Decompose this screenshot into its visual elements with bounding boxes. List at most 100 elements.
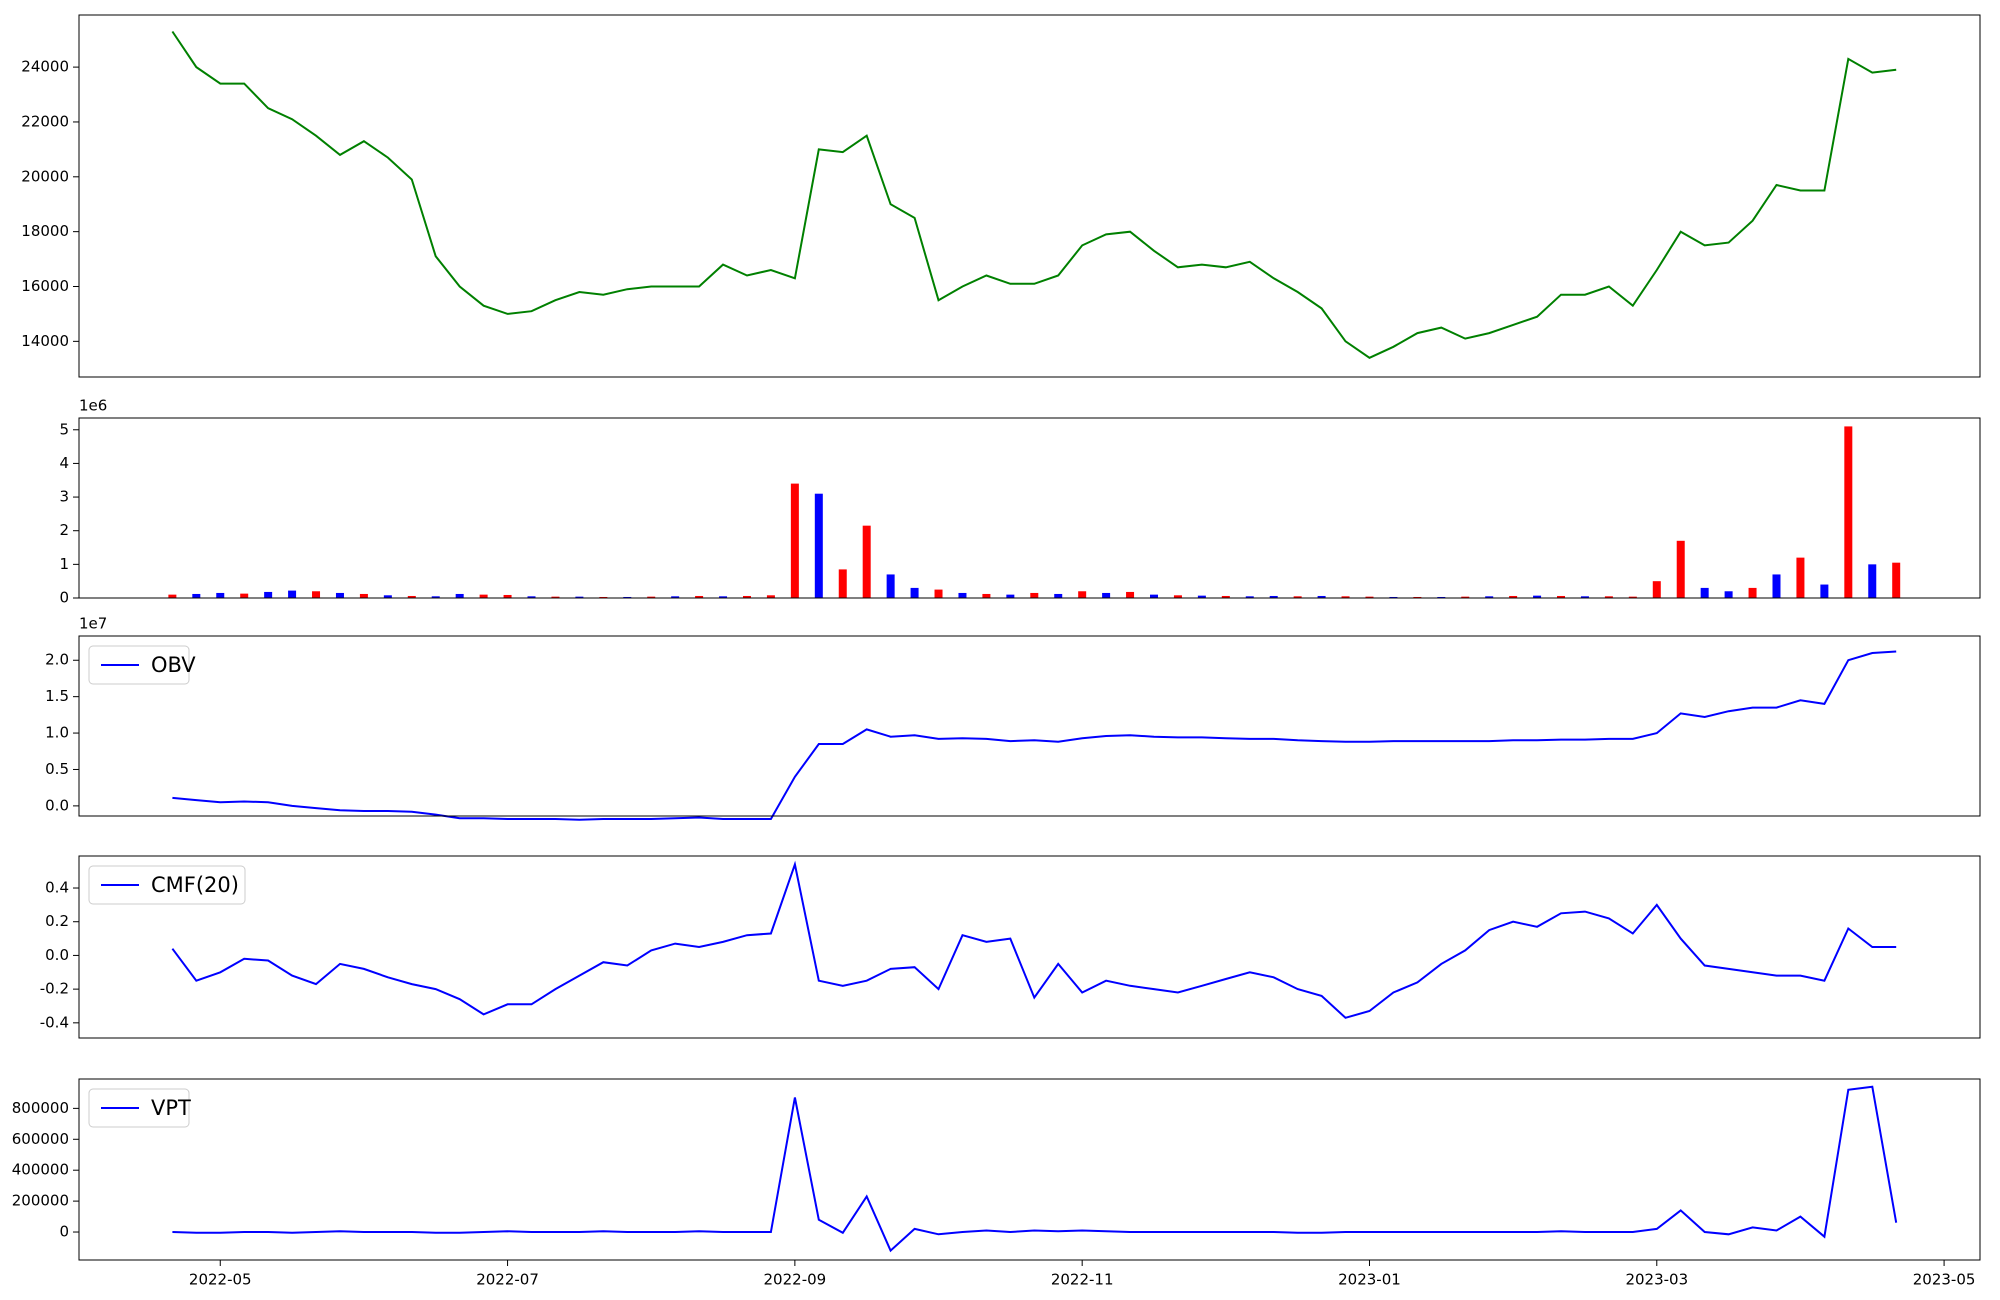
y-tick-label: 18000 [21, 222, 69, 240]
volume-bar [1748, 587, 1757, 598]
y-tick-label: 1 [59, 555, 69, 573]
volume-bar [431, 596, 440, 598]
volume-bar [1580, 596, 1589, 598]
y-tick-label: 800000 [12, 1099, 69, 1117]
volume-bar [216, 592, 225, 598]
volume-bar [503, 594, 512, 598]
axes-frame [78, 1078, 1981, 1261]
volume-bar [1078, 591, 1087, 598]
y-tick-label: 1.0 [45, 724, 69, 742]
volume-bar [623, 596, 632, 598]
offset-label: 1e6 [79, 397, 107, 415]
volume-bar [1892, 562, 1901, 598]
volume-bar [192, 593, 201, 598]
volume-bar [1365, 596, 1374, 598]
volume-bar [455, 593, 464, 598]
y-tick-label: 0.0 [45, 796, 69, 814]
y-tick-label: 0 [59, 589, 69, 607]
x-tick-label: 2022-07 [476, 1271, 539, 1289]
volume-bar [1700, 587, 1709, 598]
y-tick-label: -0.2 [40, 980, 69, 998]
y-tick-label: 0.4 [45, 879, 69, 897]
y-tick-label: 200000 [12, 1192, 69, 1210]
volume-bar [1437, 596, 1446, 598]
volume-bar [934, 589, 943, 598]
line [172, 1085, 1898, 1253]
volume-bar [1102, 592, 1111, 598]
volume-bar [1245, 596, 1254, 598]
volume-bar [910, 587, 919, 598]
volume-bar [1341, 596, 1350, 598]
volume-bar [1269, 595, 1278, 598]
volume-bar [383, 595, 392, 598]
y-tick-label: 22000 [21, 112, 69, 130]
volume-bar [1389, 596, 1398, 598]
x-tick-label: 2022-05 [189, 1271, 252, 1289]
y-tick-label: 2 [59, 521, 69, 539]
y-tick-label: 5 [59, 420, 69, 438]
volume-bar [407, 595, 416, 598]
volume-bar [599, 596, 608, 598]
volume-bar [790, 483, 799, 598]
volume-bar [1461, 596, 1470, 598]
x-tick-label: 2022-11 [1051, 1271, 1114, 1289]
volume-bar [742, 595, 751, 598]
volume-bar [1197, 595, 1206, 598]
volume-bar [1676, 540, 1685, 598]
volume-bar [1293, 596, 1302, 598]
axes-frame [78, 417, 1981, 599]
volume-bar [1149, 594, 1158, 598]
volume-bar [168, 594, 177, 598]
volume-bar [1820, 584, 1829, 598]
y-tick-label: 3 [59, 488, 69, 506]
volume-bar [1796, 557, 1805, 598]
volume-bar [240, 593, 249, 598]
volume-bar [1054, 593, 1063, 598]
y-tick-label: 20000 [21, 167, 69, 185]
x-tick-label: 2023-03 [1625, 1271, 1688, 1289]
volume-bar [1221, 595, 1230, 598]
volume-bar [838, 569, 847, 598]
volume-bar [1604, 596, 1613, 598]
volume-bar [1485, 596, 1494, 598]
y-tick-label: 0.0 [45, 946, 69, 964]
volume-bar [479, 594, 488, 598]
volume-bar [551, 596, 560, 598]
volume-bar [1868, 564, 1877, 598]
y-tick-label: 2.0 [45, 651, 69, 669]
volume-bar [335, 592, 344, 598]
volume-bar [1317, 595, 1326, 598]
volume-bar [719, 596, 728, 598]
volume-bar [1557, 595, 1566, 598]
x-tick-label: 2023-05 [1913, 1271, 1976, 1289]
volume-bar [862, 525, 871, 598]
line [171, 860, 1897, 1019]
y-tick-label: 0 [59, 1223, 69, 1241]
y-tick-label: 400000 [12, 1161, 69, 1179]
line [172, 650, 1897, 821]
volume-bar [766, 595, 775, 598]
volume-bar [1006, 594, 1015, 598]
volume-bar [1126, 591, 1135, 598]
volume-bar [1030, 592, 1039, 598]
volume-bar [288, 590, 297, 598]
volume-bar [312, 591, 321, 598]
volume-bar [575, 596, 584, 598]
volume-bar [647, 596, 656, 598]
y-tick-label: 600000 [12, 1130, 69, 1148]
volume-bar [1628, 596, 1637, 598]
axes-frame [78, 635, 1981, 817]
y-tick-label: 24000 [21, 58, 69, 76]
volume-bar [671, 596, 680, 598]
offset-label: 1e7 [79, 615, 107, 633]
legend-label: VPT [151, 1096, 191, 1120]
y-tick-label: 4 [59, 454, 69, 472]
volume-bar [958, 592, 967, 598]
legend-box [88, 865, 246, 905]
y-tick-label: 14000 [21, 332, 69, 350]
volume-bar [1173, 595, 1182, 598]
y-tick-label: 0.5 [45, 760, 69, 778]
volume-bar [1772, 574, 1781, 598]
legend-label: OBV [151, 653, 196, 677]
